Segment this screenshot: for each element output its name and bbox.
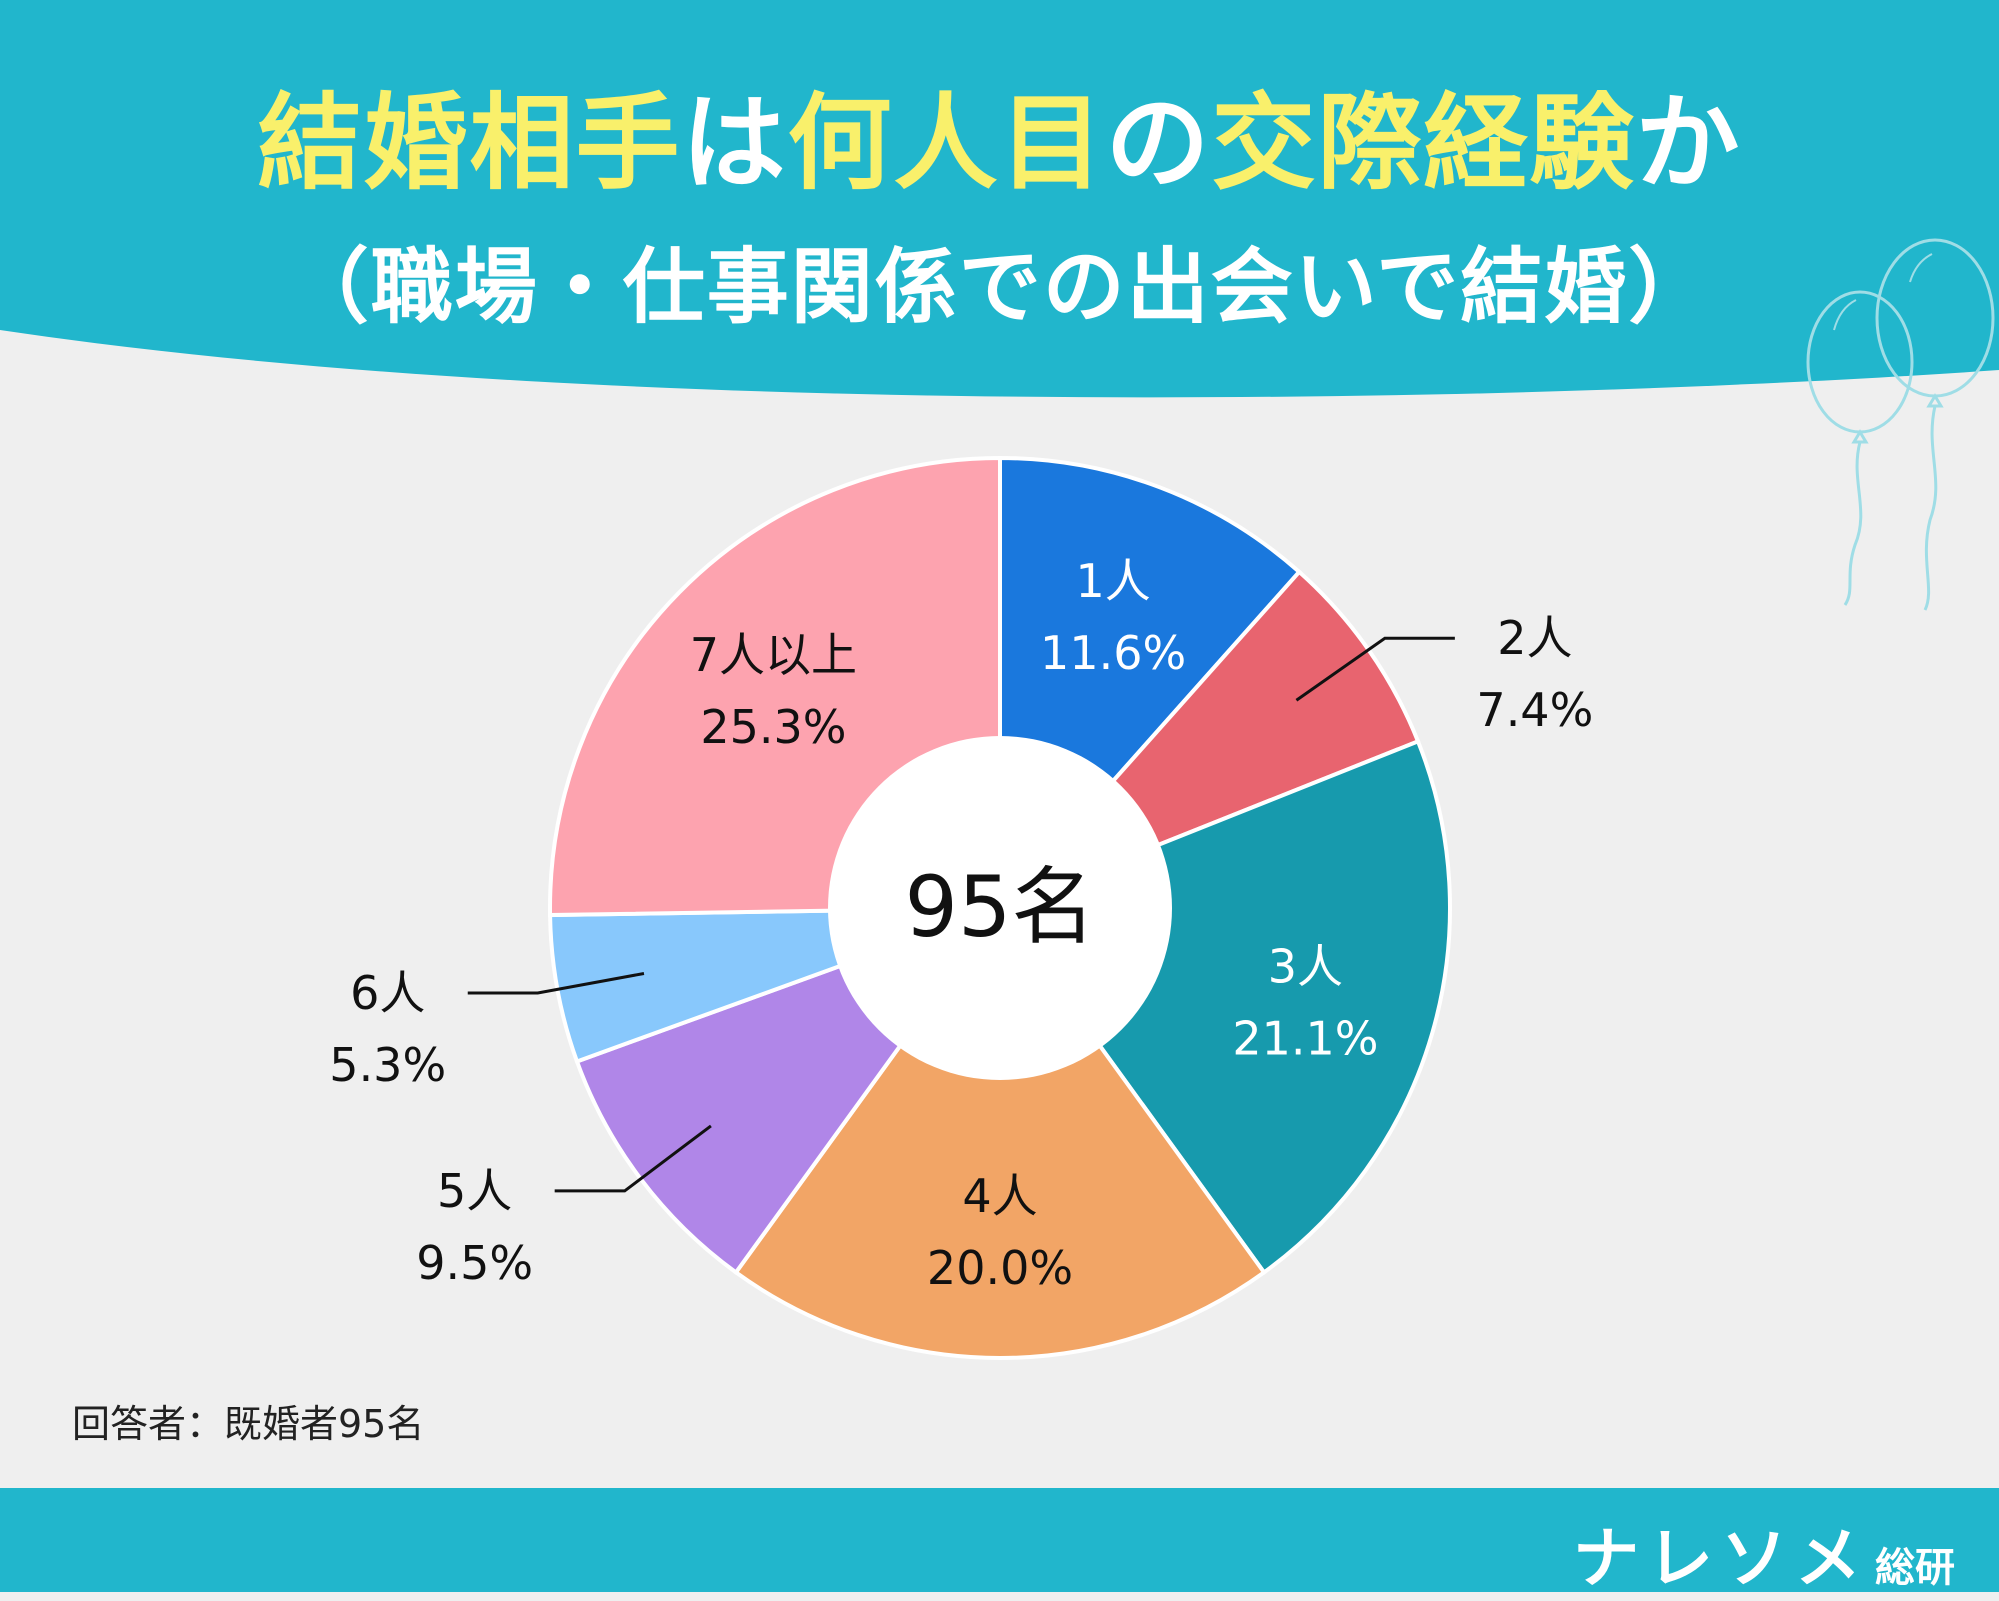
- leader-line: [1295, 636, 1455, 702]
- slice-value-label: 21.1%: [1232, 1012, 1378, 1066]
- title-part: 結婚相手: [257, 82, 682, 204]
- slice-value-label: 11.6%: [1040, 626, 1186, 680]
- pie-slice: [733, 904, 1267, 1361]
- slice-category-label: 5人: [437, 1164, 512, 1218]
- center-total-label: 95名: [905, 858, 1096, 956]
- title-part: の: [1105, 82, 1212, 204]
- title-part: 交際経験: [1211, 82, 1636, 204]
- slice-value-label: 20.0%: [927, 1241, 1073, 1295]
- footer-bar: [0, 1488, 1999, 1592]
- header-banner: [0, 0, 1999, 398]
- leader-line: [554, 1124, 712, 1193]
- slice-category-label: 2人: [1497, 611, 1572, 665]
- respondents-note: 回答者：既婚者95名: [72, 1402, 425, 1446]
- brand-suffix: 総研: [1875, 1545, 1955, 1591]
- slice-category-label: 7人以上: [690, 628, 857, 682]
- slice-value-label: 9.5%: [416, 1236, 533, 1290]
- slice-category-label: 6人: [350, 966, 425, 1020]
- slice-category-label: 4人: [962, 1169, 1037, 1223]
- slice-value-label: 25.3%: [700, 700, 846, 754]
- slice-value-label: 5.3%: [329, 1038, 446, 1092]
- title-part: 何人目: [787, 82, 1106, 204]
- title-part: は: [681, 82, 788, 204]
- chart-subtitle: （職場・仕事関係での出会いで結婚）: [286, 240, 1713, 335]
- chart-title: 結婚相手は何人目の交際経験か: [0, 58, 1999, 209]
- slice-category-label: 3人: [1268, 940, 1343, 994]
- leader-line: [467, 971, 645, 995]
- donut-hole: [828, 736, 1172, 1080]
- title-part: か: [1635, 82, 1742, 204]
- slice-category-label: 1人: [1075, 554, 1150, 608]
- brand-logo: ナレソメ 総研: [1573, 1505, 1955, 1601]
- slice-value-label: 7.4%: [1476, 683, 1593, 737]
- brand-name: ナレソメ: [1573, 1520, 1869, 1597]
